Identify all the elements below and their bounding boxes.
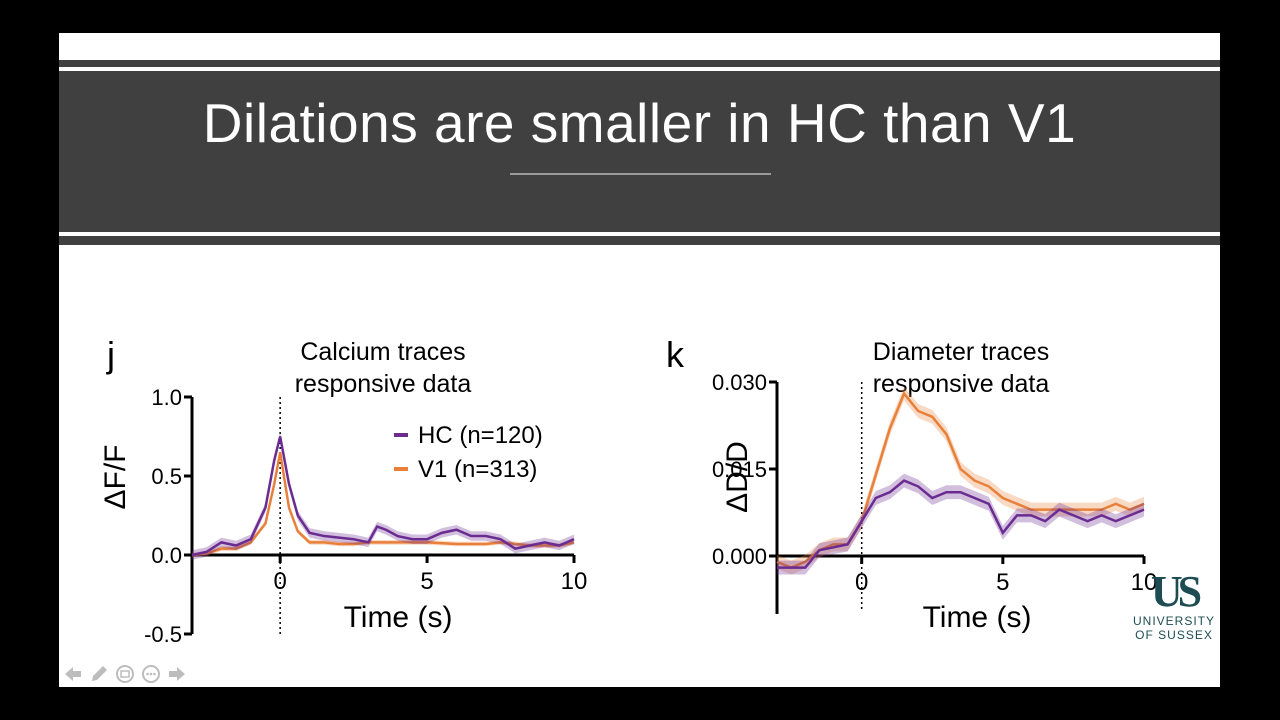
y-tick-label: 1.0 bbox=[151, 385, 182, 410]
series-line bbox=[777, 479, 1145, 569]
x-tick-label: 10 bbox=[1131, 569, 1158, 596]
series-line bbox=[191, 452, 575, 557]
chart-title-line: Calcium traces bbox=[300, 338, 465, 366]
logo-mark: US bbox=[1150, 567, 1202, 616]
band-bottom-line bbox=[59, 232, 1220, 236]
y-tick-label: 0.0 bbox=[151, 543, 182, 568]
series-line bbox=[191, 436, 575, 557]
y-tick-label: 0.000 bbox=[712, 544, 767, 569]
y-tick-label: 0.030 bbox=[712, 370, 767, 395]
legend-label: HC (n=120) bbox=[418, 422, 543, 449]
arrow-right-icon[interactable] bbox=[166, 663, 188, 685]
slide: Dilations are smaller in HC than V1 j Cal… bbox=[59, 33, 1220, 687]
arrow-left-icon[interactable] bbox=[62, 663, 84, 685]
legend-label: V1 (n=313) bbox=[418, 456, 537, 483]
band-top-line-inner bbox=[59, 67, 1220, 71]
calcium-chart: j Calcium traces responsive data 1.0 0.5 0.0 -… bbox=[99, 334, 588, 647]
title-band bbox=[59, 60, 1220, 276]
y-tick-label: 0.5 bbox=[151, 464, 182, 489]
content-area bbox=[59, 245, 1220, 687]
y-tick-label: -0.5 bbox=[144, 622, 182, 647]
x-tick-label: 5 bbox=[996, 569, 1009, 596]
chart-title-line: responsive data bbox=[873, 370, 1050, 398]
x-tick-label: 0 bbox=[273, 568, 286, 595]
y-tick-label: 0.015 bbox=[712, 457, 767, 482]
pencil-icon[interactable] bbox=[88, 663, 110, 685]
more-options-icon[interactable] bbox=[140, 663, 162, 685]
x-tick-label: 10 bbox=[561, 568, 588, 595]
logo-line-2: OF SUSSEX bbox=[1135, 628, 1213, 642]
diameter-chart: k Diameter traces responsive data 0.030 0.01… bbox=[666, 334, 1158, 634]
slide-title: Dilations are smaller in HC than V1 bbox=[202, 92, 1077, 154]
y-axis-label: ΔF/F bbox=[99, 444, 132, 509]
chart-title-line: Diameter traces bbox=[873, 338, 1049, 366]
title-underline bbox=[510, 173, 771, 175]
university-logo: US UNIVERSITY OF SUSSEX bbox=[1126, 567, 1220, 643]
slide-sorter-icon[interactable] bbox=[114, 663, 136, 685]
series-line bbox=[776, 391, 1145, 569]
logo-line-1: UNIVERSITY bbox=[1132, 614, 1215, 628]
x-axis-label: Time (s) bbox=[923, 601, 1032, 634]
slide-nav bbox=[62, 662, 188, 686]
x-tick-label: 5 bbox=[420, 568, 433, 595]
y-axis-label: ΔD/D bbox=[721, 441, 754, 513]
panel-letter: k bbox=[666, 334, 685, 375]
x-axis-label: Time (s) bbox=[344, 601, 453, 634]
series-error-band bbox=[777, 473, 1144, 575]
chart-title-line: responsive data bbox=[295, 370, 472, 398]
panel-letter: j bbox=[106, 334, 115, 375]
